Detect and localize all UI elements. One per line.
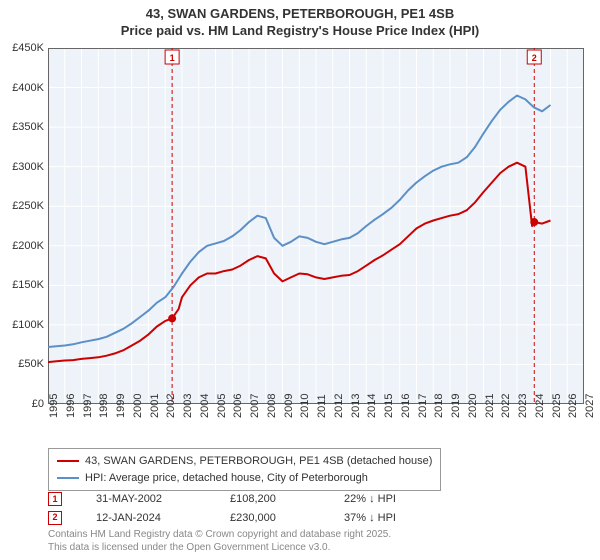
x-tick-label: 2004: [199, 394, 211, 418]
x-tick-label: 2024: [534, 394, 546, 418]
x-tick-label: 2002: [165, 394, 177, 418]
y-tick-label: £350K: [0, 121, 44, 133]
y-tick-label: £150K: [0, 279, 44, 291]
footer: Contains HM Land Registry data © Crown c…: [48, 528, 391, 554]
x-tick-label: 2001: [149, 394, 161, 418]
x-tick-label: 2016: [400, 394, 412, 418]
sale-date: 31-MAY-2002: [96, 490, 196, 509]
x-tick-label: 2013: [350, 394, 362, 418]
title-line-2: Price paid vs. HM Land Registry's House …: [0, 23, 600, 40]
title-line-1: 43, SWAN GARDENS, PETERBOROUGH, PE1 4SB: [0, 6, 600, 23]
x-tick-label: 2005: [216, 394, 228, 418]
legend: 43, SWAN GARDENS, PETERBOROUGH, PE1 4SB …: [48, 448, 441, 491]
y-tick-label: £200K: [0, 240, 44, 252]
x-tick-label: 2008: [266, 394, 278, 418]
y-tick-label: £450K: [0, 42, 44, 54]
svg-text:1: 1: [170, 53, 175, 63]
y-tick-label: £300K: [0, 161, 44, 173]
legend-row: HPI: Average price, detached house, City…: [57, 470, 432, 487]
x-tick-label: 2000: [132, 394, 144, 418]
y-tick-label: £400K: [0, 82, 44, 94]
chart-title: 43, SWAN GARDENS, PETERBOROUGH, PE1 4SB …: [0, 0, 600, 40]
legend-label: HPI: Average price, detached house, City…: [85, 470, 368, 487]
x-tick-label: 1999: [115, 394, 127, 418]
plot-svg: 12: [48, 48, 584, 404]
sale-price: £108,200: [230, 490, 310, 509]
sale-price: £230,000: [230, 509, 310, 528]
x-tick-label: 2017: [417, 394, 429, 418]
marker-box: 2: [48, 511, 62, 525]
x-tick-label: 1997: [82, 394, 94, 418]
plot-area: 12: [48, 48, 584, 404]
y-tick-label: £0: [0, 398, 44, 410]
x-tick-label: 2006: [232, 394, 244, 418]
legend-swatch: [57, 460, 79, 462]
footer-line-2: This data is licensed under the Open Gov…: [48, 541, 391, 554]
legend-row: 43, SWAN GARDENS, PETERBOROUGH, PE1 4SB …: [57, 453, 432, 470]
svg-text:2: 2: [532, 53, 537, 63]
x-tick-label: 2018: [433, 394, 445, 418]
x-tick-label: 2007: [249, 394, 261, 418]
x-tick-label: 2015: [383, 394, 395, 418]
y-tick-label: £250K: [0, 200, 44, 212]
sale-delta: 22% ↓ HPI: [344, 490, 396, 509]
x-tick-label: 1998: [98, 394, 110, 418]
x-tick-label: 2011: [316, 394, 328, 418]
sale-points-table: 1 31-MAY-2002 £108,200 22% ↓ HPI 2 12-JAN-202…: [48, 490, 396, 527]
x-tick-label: 1996: [65, 394, 77, 418]
x-tick-label: 2003: [182, 394, 194, 418]
legend-swatch: [57, 477, 79, 479]
sale-point-row: 1 31-MAY-2002 £108,200 22% ↓ HPI: [48, 490, 396, 509]
x-tick-label: 2009: [283, 394, 295, 418]
x-tick-label: 2014: [366, 394, 378, 418]
x-tick-label: 2010: [299, 394, 311, 418]
marker-box: 1: [48, 492, 62, 506]
x-tick-label: 2012: [333, 394, 345, 418]
x-tick-label: 2019: [450, 394, 462, 418]
y-tick-label: £100K: [0, 319, 44, 331]
x-tick-label: 1995: [48, 394, 60, 418]
x-tick-label: 2021: [484, 394, 496, 418]
x-tick-label: 2022: [500, 394, 512, 418]
footer-line-1: Contains HM Land Registry data © Crown c…: [48, 528, 391, 541]
x-tick-label: 2023: [517, 394, 529, 418]
x-tick-label: 2026: [567, 394, 579, 418]
chart-container: 43, SWAN GARDENS, PETERBOROUGH, PE1 4SB …: [0, 0, 600, 560]
sale-delta: 37% ↓ HPI: [344, 509, 396, 528]
x-tick-label: 2020: [467, 394, 479, 418]
x-tick-label: 2027: [584, 394, 596, 418]
sale-date: 12-JAN-2024: [96, 509, 196, 528]
y-tick-label: £50K: [0, 358, 44, 370]
sale-point-row: 2 12-JAN-2024 £230,000 37% ↓ HPI: [48, 509, 396, 528]
x-tick-label: 2025: [551, 394, 563, 418]
legend-label: 43, SWAN GARDENS, PETERBOROUGH, PE1 4SB …: [85, 453, 432, 470]
